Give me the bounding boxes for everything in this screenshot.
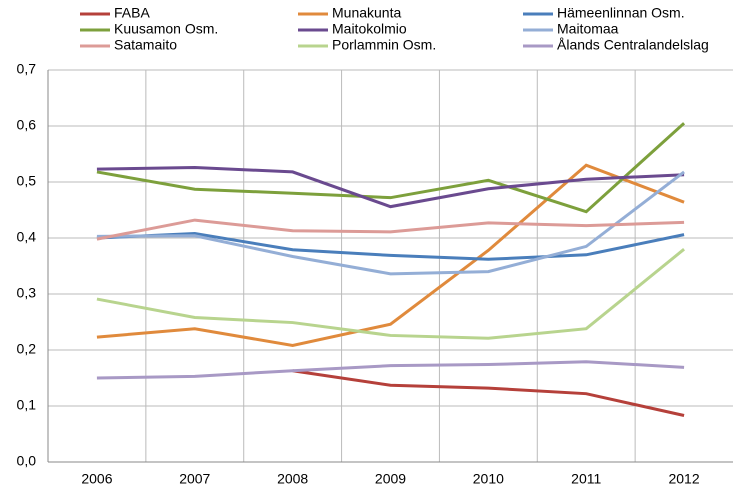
x-tick-label: 2011 [571, 471, 601, 487]
x-tick-label: 2006 [81, 471, 112, 487]
series-line [96, 232, 685, 261]
legend-label: Maitomaa [557, 21, 619, 37]
legend-label: Kuusamon Osm. [114, 21, 218, 37]
series-line [96, 360, 685, 380]
x-tick-label: 2010 [473, 471, 504, 487]
y-tick-label: 0,4 [17, 229, 37, 245]
legend-label: Porlammin Osm. [332, 37, 436, 53]
y-tick-label: 0,2 [17, 341, 37, 357]
series-line [96, 122, 686, 214]
series-line [96, 218, 685, 241]
legend-label: Hämeenlinnan Osm. [557, 5, 685, 21]
series-line [96, 248, 686, 340]
y-tick-label: 0,3 [17, 285, 37, 301]
series-line [96, 170, 685, 276]
y-tick-label: 0,0 [17, 453, 37, 469]
y-tick-label: 0,1 [17, 397, 37, 413]
legend-label: FABA [114, 5, 150, 21]
y-tick-label: 0,7 [17, 61, 37, 77]
legend-label: Maitokolmio [332, 21, 407, 37]
legend-label: Ålands Centralandelslag [557, 37, 709, 53]
x-tick-label: 2009 [375, 471, 406, 487]
series-line [292, 369, 685, 417]
x-tick-label: 2008 [277, 471, 308, 487]
x-tick-label: 2012 [668, 471, 699, 487]
x-tick-label: 2007 [179, 471, 210, 487]
y-tick-label: 0,6 [17, 117, 37, 133]
legend-label: Munakunta [332, 5, 401, 21]
y-tick-label: 0,5 [17, 173, 37, 189]
series-line [96, 163, 685, 348]
legend-label: Satamaito [114, 37, 177, 53]
series-line [96, 165, 685, 209]
